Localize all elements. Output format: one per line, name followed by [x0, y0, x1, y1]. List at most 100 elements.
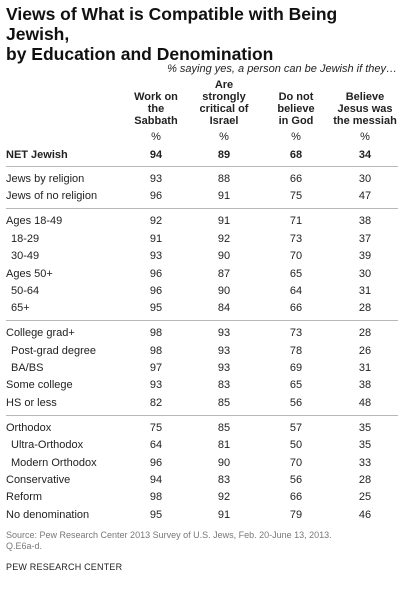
cell-value: 93 — [217, 362, 231, 374]
cell-value: 65 — [289, 268, 303, 280]
subtitle: % saying yes, a person can be Jewish if … — [167, 63, 397, 75]
organization-name: PEW RESEARCH CENTER — [6, 562, 123, 572]
cell-value: 69 — [289, 362, 303, 374]
table-row: 18-29 91 92 73 37 — [0, 231, 405, 247]
cell-value: 48 — [358, 397, 372, 409]
cell-value: 33 — [358, 457, 372, 469]
cell-value: 97 — [149, 362, 163, 374]
table-row: No denomination 95 91 79 46 — [0, 507, 405, 523]
column-header-line: the — [147, 103, 165, 115]
cell-value: 92 — [217, 491, 231, 503]
cell-value: 93 — [217, 327, 231, 339]
row-label: Some college — [6, 379, 73, 391]
cell-value: 73 — [289, 233, 303, 245]
cell-value: 65 — [289, 379, 303, 391]
cell-value: 91 — [217, 190, 231, 202]
cell-value: 38 — [358, 215, 372, 227]
source-line-2: Q.E6a-d. — [6, 541, 43, 551]
cell-value: 71 — [289, 215, 303, 227]
column-unit: % — [151, 131, 161, 143]
source-note: Source: Pew Research Center 2013 Survey … — [6, 530, 401, 552]
row-label: No denomination — [6, 509, 90, 521]
cell-value: 64 — [289, 285, 303, 297]
row-label: Orthodox — [6, 422, 52, 434]
cell-value: 79 — [289, 509, 303, 521]
table-row: HS or less 82 85 56 48 — [0, 395, 405, 411]
cell-value: 28 — [358, 474, 372, 486]
cell-value: 85 — [217, 422, 231, 434]
table-row: BA/BS 97 93 69 31 — [0, 360, 405, 376]
column-header-1: Work on the Sabbath — [113, 91, 199, 127]
cell-value: 64 — [149, 439, 163, 451]
row-separator — [6, 415, 398, 416]
column-header-line: believe — [277, 103, 315, 115]
cell-value: 96 — [149, 268, 163, 280]
cell-value: 70 — [289, 250, 303, 262]
table-row: College grad+ 98 93 73 28 — [0, 325, 405, 341]
table-row: Ages 50+ 96 87 65 30 — [0, 266, 405, 282]
row-label: BA/BS — [11, 362, 44, 374]
cell-value: 30 — [358, 173, 372, 185]
table-row: Conservative 94 83 56 28 — [0, 472, 405, 488]
cell-value: 82 — [149, 397, 163, 409]
column-header-line: the messiah — [333, 115, 397, 127]
column-unit: % — [360, 131, 370, 143]
column-header-line: in God — [278, 115, 314, 127]
cell-value: 98 — [149, 345, 163, 357]
row-label: 50-64 — [11, 285, 40, 297]
row-label: NET Jewish — [6, 149, 68, 161]
cell-value: 92 — [217, 233, 231, 245]
cell-value: 92 — [149, 215, 163, 227]
cell-value: 88 — [217, 173, 231, 185]
column-header-line: Jesus was — [337, 103, 393, 115]
table-row: NET Jewish 94 89 68 34 — [0, 147, 405, 163]
cell-value: 31 — [358, 362, 372, 374]
cell-value: 91 — [217, 215, 231, 227]
cell-value: 35 — [358, 439, 372, 451]
column-header-line: Sabbath — [134, 115, 178, 127]
cell-value: 91 — [149, 233, 163, 245]
table-row: Ages 18-49 92 91 71 38 — [0, 213, 405, 229]
chart-title: Views of What is Compatible with Being J… — [6, 4, 401, 64]
table-row: Jews by religion 93 88 66 30 — [0, 171, 405, 187]
cell-value: 66 — [289, 491, 303, 503]
cell-value: 39 — [358, 250, 372, 262]
cell-value: 95 — [149, 302, 163, 314]
cell-value: 90 — [217, 457, 231, 469]
cell-value: 94 — [149, 474, 163, 486]
cell-value: 98 — [149, 327, 163, 339]
row-separator — [6, 320, 398, 321]
column-header-3: Do not believe in God — [253, 91, 339, 127]
row-label: Ages 18-49 — [6, 215, 63, 227]
row-label: Ages 50+ — [6, 268, 53, 280]
cell-value: 75 — [149, 422, 163, 434]
table-row: Modern Orthodox 96 90 70 33 — [0, 455, 405, 471]
cell-value: 35 — [358, 422, 372, 434]
row-label: 30-49 — [11, 250, 40, 262]
cell-value: 93 — [149, 173, 163, 185]
cell-value: 56 — [289, 397, 303, 409]
table-row: 65+ 95 84 66 28 — [0, 300, 405, 316]
column-header-2: Are strongly critical of Israel — [181, 79, 267, 127]
cell-value: 25 — [358, 491, 372, 503]
table-row: Reform 98 92 66 25 — [0, 489, 405, 505]
column-header-line: Israel — [209, 115, 239, 127]
cell-value: 90 — [217, 285, 231, 297]
cell-value: 30 — [358, 268, 372, 280]
row-separator — [6, 166, 398, 167]
table-row: Orthodox 75 85 57 35 — [0, 420, 405, 436]
cell-value: 28 — [358, 302, 372, 314]
cell-value: 28 — [358, 327, 372, 339]
column-header-line: strongly — [202, 91, 246, 103]
cell-value: 83 — [217, 474, 231, 486]
table-row: Some college 93 83 65 38 — [0, 377, 405, 393]
column-header-line: Believe — [345, 91, 385, 103]
column-header-line: Work on — [134, 91, 178, 103]
cell-value: 89 — [217, 149, 231, 161]
row-label: 18-29 — [11, 233, 40, 245]
cell-value: 46 — [358, 509, 372, 521]
row-label: Conservative — [6, 474, 71, 486]
row-label: Modern Orthodox — [11, 457, 97, 469]
cell-value: 70 — [289, 457, 303, 469]
cell-value: 57 — [289, 422, 303, 434]
